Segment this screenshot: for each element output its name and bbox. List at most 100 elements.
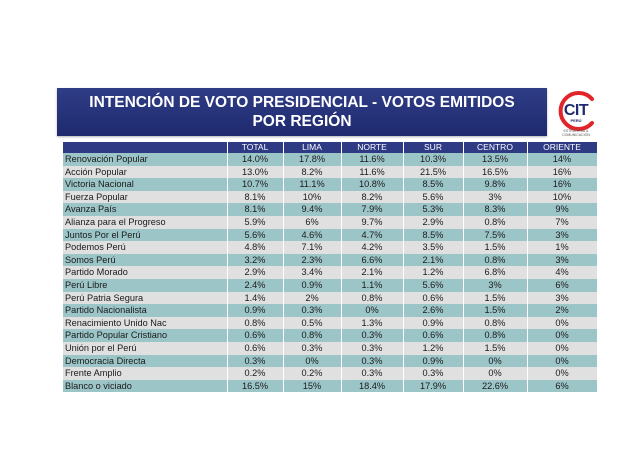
table-row: Alianza para el Progreso 5.9% 6% 9.7% 2.9% 0.… [63,215,598,229]
cell-oriente: 3% [527,228,598,242]
title-line-2: POR REGIÓN [252,113,352,130]
cell-total: 0.6% [227,329,284,342]
cell-centro: 7.5% [463,228,528,242]
cell-norte: 0% [341,304,404,317]
cell-oriente: 2% [527,304,598,317]
cell-total: 10.7% [227,178,284,191]
column-header-total: TOTAL [227,142,284,153]
cell-oriente: 3% [527,253,598,267]
cell-oriente: 0% [527,341,598,355]
party-name: Avanza País [63,203,228,216]
cell-total: 13.0% [227,165,284,179]
title-line-1: INTENCIÓN DE VOTO PRESIDENCIAL - VOTOS E… [89,94,515,111]
cell-oriente: 6% [527,379,598,393]
cell-oriente: 4% [527,266,598,279]
cell-sur: 8.5% [403,228,464,242]
cell-centro: 8.3% [463,203,528,216]
column-header-party [63,142,228,153]
cell-norte: 4.2% [341,241,404,254]
cell-lima: 2% [283,291,342,305]
cell-lima: 0.9% [283,278,342,292]
cell-centro: 6.8% [463,266,528,279]
cell-sur: 0.9% [403,316,464,330]
cell-norte: 6.6% [341,253,404,267]
cell-centro: 9.8% [463,178,528,191]
cell-lima: 7.1% [283,241,342,254]
cell-total: 8.1% [227,190,284,204]
table-row: Podemos Perú 4.8% 7.1% 4.2% 3.5% 1.5% 1% [63,241,598,254]
cell-sur: 5.6% [403,190,464,204]
slide: INTENCIÓN DE VOTO PRESIDENCIAL - VOTOS E… [47,80,598,410]
cell-norte: 2.1% [341,266,404,279]
logo-ring-icon [558,91,594,131]
cell-sur: 2.9% [403,215,464,229]
cell-sur: 1.2% [403,341,464,355]
cell-norte: 8.2% [341,190,404,204]
cell-total: 5.6% [227,228,284,242]
cell-oriente: 14% [527,153,598,166]
cell-sur: 3.5% [403,241,464,254]
cell-total: 4.8% [227,241,284,254]
cell-total: 16.5% [227,379,284,393]
cell-norte: 0.3% [341,329,404,342]
party-name: Podemos Perú [63,241,228,254]
cell-centro: 22.6% [463,379,528,393]
table-row: Somos Perú 3.2% 2.3% 6.6% 2.1% 0.8% 3% [63,253,598,267]
header-row: TOTAL LIMA NORTE SUR CENTRO ORIENTE [63,142,598,153]
cell-total: 0.6% [227,341,284,355]
cell-sur: 1.2% [403,266,464,279]
party-name: Victoria Nacional [63,178,228,191]
table-row: Perú Libre 2.4% 0.9% 1.1% 5.6% 3% 6% [63,278,598,292]
cell-norte: 11.6% [341,153,404,166]
cell-lima: 8.2% [283,165,342,179]
cell-sur: 10.3% [403,153,464,166]
table-row: Partido Nacionalista 0.9% 0.3% 0% 2.6% 1.5% 2% [63,304,598,317]
cell-lima: 0.3% [283,304,342,317]
party-name: Democracia Directa [63,354,228,368]
table-row: Frente Amplio 0.2% 0.2% 0.3% 0.3% 0% 0% [63,367,598,380]
cell-sur: 5.3% [403,203,464,216]
cell-oriente: 0% [527,329,598,342]
cell-lima: 17.8% [283,153,342,166]
cell-total: 0.9% [227,304,284,317]
cell-total: 0.8% [227,316,284,330]
cell-norte: 10.8% [341,178,404,191]
table-row: Partido Morado 2.9% 3.4% 2.1% 1.2% 6.8% 4% [63,266,598,279]
cell-sur: 2.6% [403,304,464,317]
cell-oriente: 9% [527,203,598,216]
table-row: Perú Patria Segura 1.4% 2% 0.8% 0.6% 1.5% 3% [63,291,598,305]
party-name: Frente Amplio [63,367,228,380]
cell-lima: 11.1% [283,178,342,191]
cell-total: 8.1% [227,203,284,216]
column-header-centro: CENTRO [463,142,528,153]
table-row: Democracia Directa 0.3% 0% 0.3% 0.9% 0% 0% [63,354,598,368]
cell-centro: 3% [463,278,528,292]
table-row: Renovación Popular 14.0% 17.8% 11.6% 10.3% 13… [63,153,598,166]
cell-total: 2.9% [227,266,284,279]
cell-sur: 17.9% [403,379,464,393]
party-name: Partido Nacionalista [63,304,228,317]
logo-sub: PERÚ [570,118,582,123]
cell-centro: 3% [463,190,528,204]
cell-total: 0.2% [227,367,284,380]
party-name: Partido Popular Cristiano [63,329,228,342]
table-row: Renacimiento Unido Nac 0.8% 0.5% 1.3% 0.9% 0.… [63,316,598,330]
cell-centro: 0.8% [463,215,528,229]
table-row: Avanza País 8.1% 9.4% 7.9% 5.3% 8.3% 9% [63,203,598,216]
cell-lima: 10% [283,190,342,204]
cell-centro: 16.5% [463,165,528,179]
cell-norte: 9.7% [341,215,404,229]
title-band: INTENCIÓN DE VOTO PRESIDENCIAL - VOTOS E… [57,88,547,136]
logo-tagline: ESTRATEGIA & COMUNICACIÓN [562,129,590,137]
column-header-oriente: ORIENTE [527,142,598,153]
cell-oriente: 16% [527,165,598,179]
column-header-sur: SUR [403,142,464,153]
cell-norte: 0.3% [341,367,404,380]
cell-lima: 0.3% [283,341,342,355]
table-row: Acción Popular 13.0% 8.2% 11.6% 21.5% 16.5% 16… [63,165,598,179]
cell-sur: 21.5% [403,165,464,179]
cell-lima: 0.5% [283,316,342,330]
party-name: Partido Morado [63,266,228,279]
cell-centro: 0.8% [463,316,528,330]
table-row: Victoria Nacional 10.7% 11.1% 10.8% 8.5% 9.8%… [63,178,598,191]
